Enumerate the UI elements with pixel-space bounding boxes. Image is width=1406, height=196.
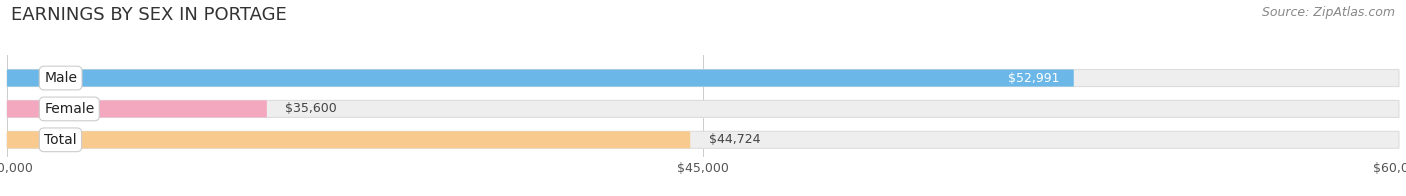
Text: Male: Male — [44, 71, 77, 85]
FancyBboxPatch shape — [7, 100, 1399, 117]
Text: Source: ZipAtlas.com: Source: ZipAtlas.com — [1261, 6, 1395, 19]
Text: Female: Female — [44, 102, 94, 116]
Text: Total: Total — [44, 133, 77, 147]
FancyBboxPatch shape — [7, 131, 1399, 148]
FancyBboxPatch shape — [7, 100, 267, 117]
FancyBboxPatch shape — [7, 70, 1074, 87]
FancyBboxPatch shape — [7, 70, 1399, 87]
Text: $35,600: $35,600 — [285, 103, 337, 115]
Text: $52,991: $52,991 — [1008, 72, 1060, 84]
FancyBboxPatch shape — [7, 131, 690, 148]
Text: EARNINGS BY SEX IN PORTAGE: EARNINGS BY SEX IN PORTAGE — [11, 6, 287, 24]
Text: $44,724: $44,724 — [709, 133, 761, 146]
